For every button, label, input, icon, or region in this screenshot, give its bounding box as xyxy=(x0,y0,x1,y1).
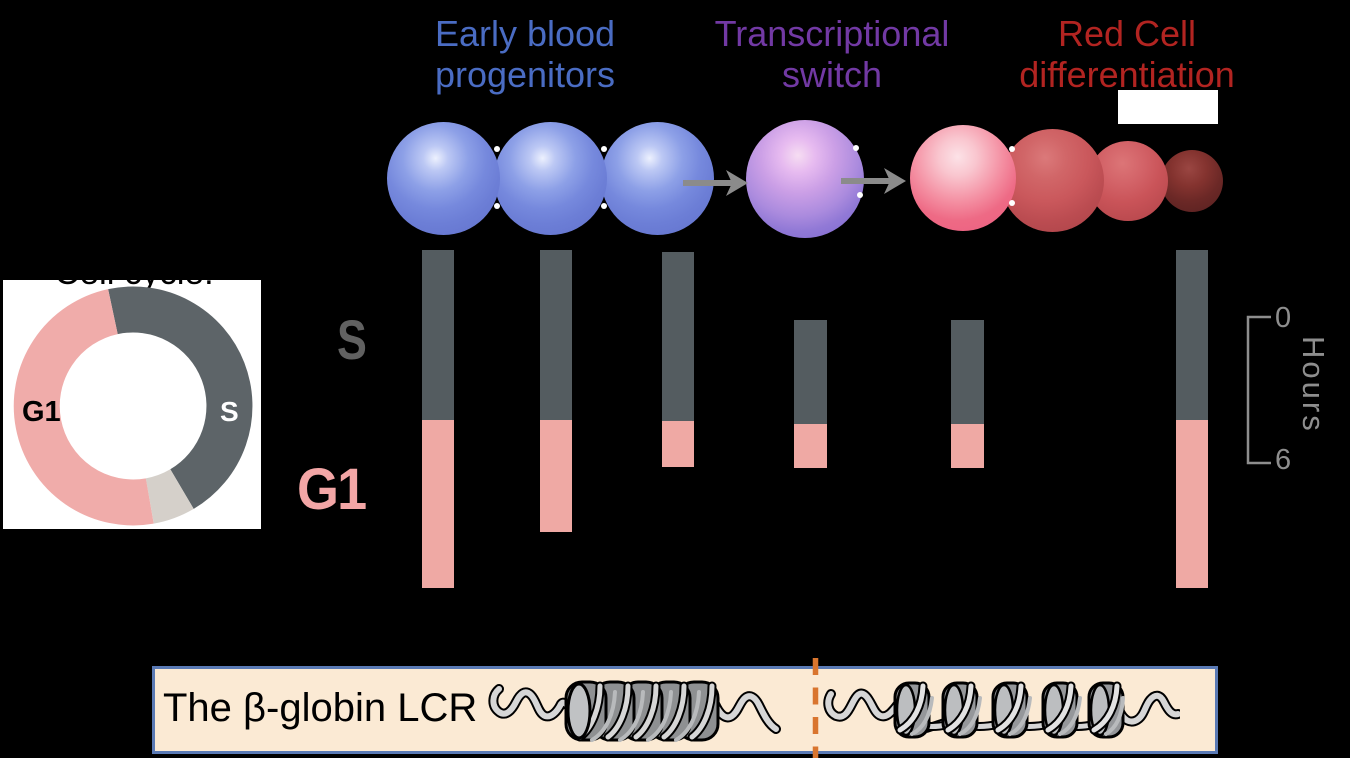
svg-text:S: S xyxy=(220,396,239,427)
svg-text:G1: G1 xyxy=(22,396,61,428)
